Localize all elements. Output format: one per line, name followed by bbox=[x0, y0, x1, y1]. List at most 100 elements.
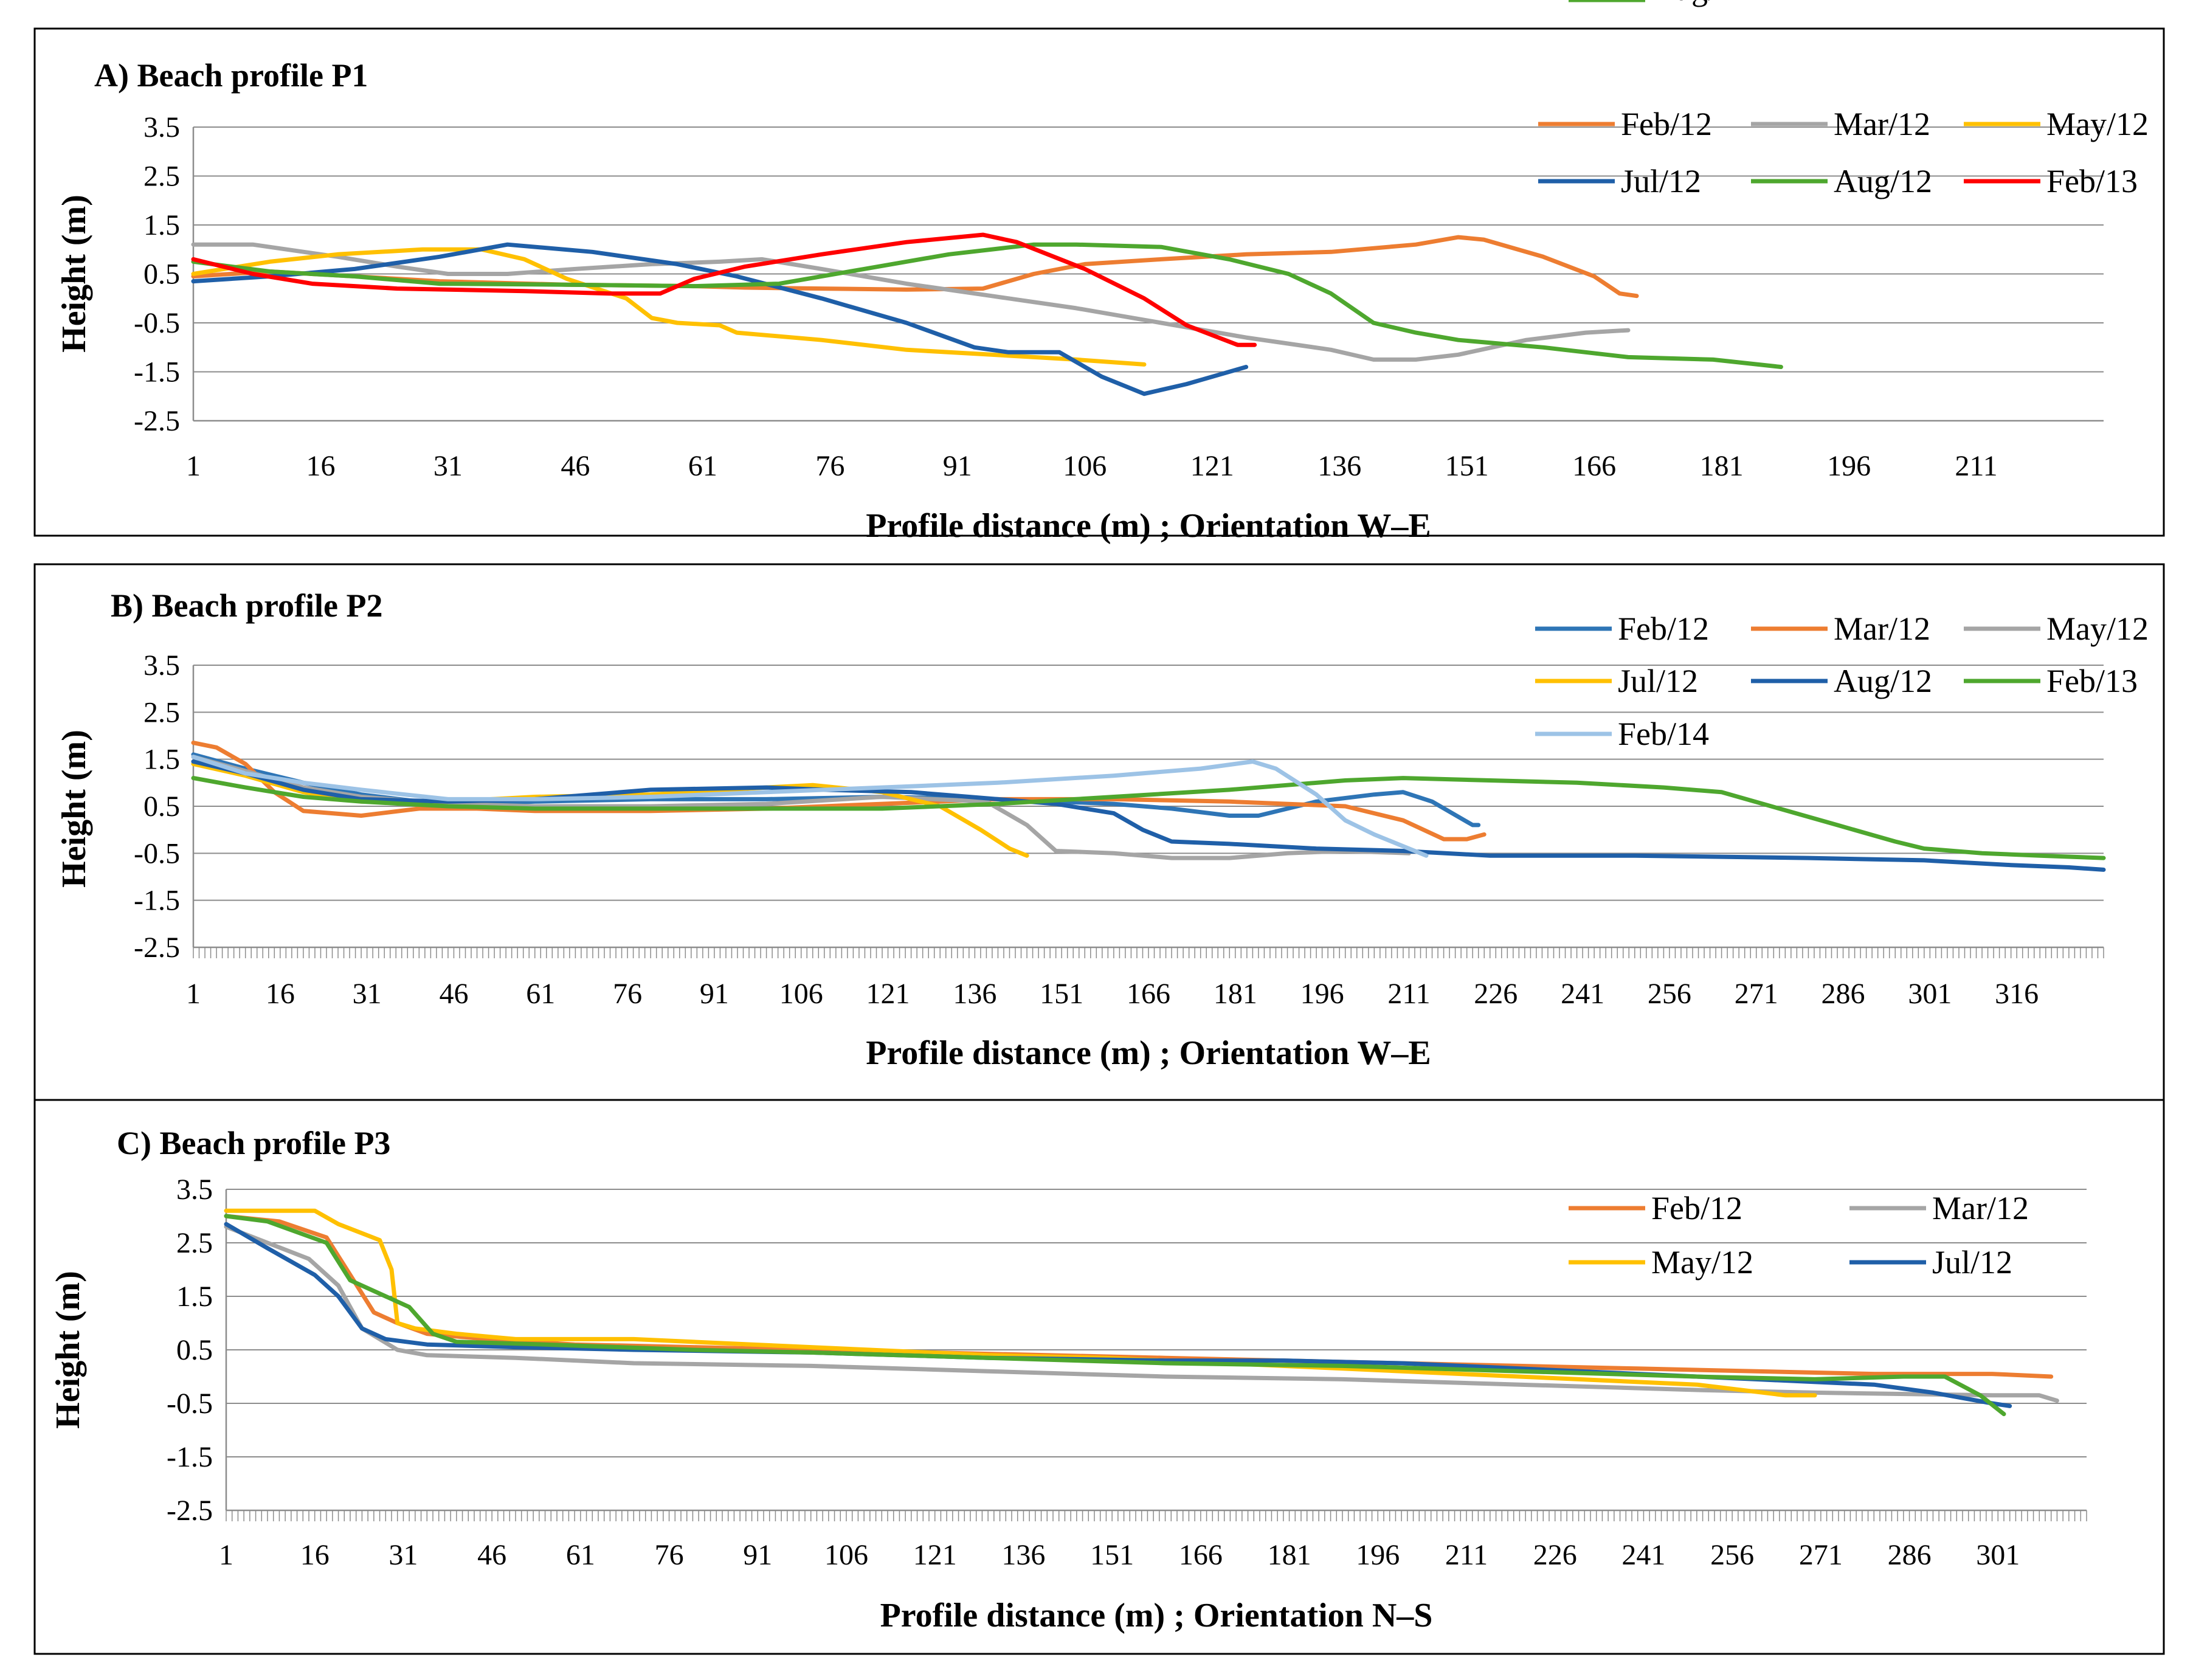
panel-border bbox=[33, 27, 2165, 537]
x-tick-label: 46 bbox=[477, 1539, 506, 1571]
y-tick-label: 0.5 bbox=[143, 258, 180, 291]
legend-label: May/12 bbox=[1651, 1244, 1753, 1281]
y-tick-label: -2.5 bbox=[167, 1495, 213, 1527]
y-tick-label: 3.5 bbox=[176, 1174, 213, 1206]
series-line-jul-12 bbox=[191, 761, 1029, 858]
x-tick-label: 301 bbox=[1908, 978, 1952, 1010]
x-tick-label: 256 bbox=[1648, 978, 1691, 1010]
x-tick-label: 196 bbox=[1300, 978, 1344, 1010]
x-tick-label: 91 bbox=[700, 978, 729, 1010]
legend-label: Aug/12 bbox=[1834, 663, 1932, 699]
legend-label: Aug/12 bbox=[1834, 163, 1932, 199]
y-tick-label: -0.5 bbox=[134, 837, 180, 869]
x-tick-label: 121 bbox=[1190, 450, 1234, 482]
y-tick-label: 2.5 bbox=[143, 161, 180, 193]
series-line-feb-13 bbox=[191, 776, 2106, 860]
legend-label: May/12 bbox=[2046, 610, 2149, 647]
series-line-mar-12 bbox=[224, 1225, 2059, 1403]
x-tick-label: 271 bbox=[1799, 1539, 1843, 1571]
panel-border bbox=[33, 1099, 2165, 1655]
x-axis-label: Profile distance (m) ; Orientation N–S bbox=[880, 1597, 1433, 1634]
legend-label: Jul/12 bbox=[1932, 1244, 2012, 1281]
x-tick-label: 106 bbox=[779, 978, 823, 1010]
y-tick-label: 2.5 bbox=[143, 696, 180, 728]
x-tick-label: 76 bbox=[655, 1539, 684, 1571]
series-line-aug-12 bbox=[224, 1214, 2006, 1417]
x-tick-label: 271 bbox=[1735, 978, 1778, 1010]
legend-label: Feb/13 bbox=[2046, 163, 2138, 199]
x-tick-label: 76 bbox=[613, 978, 642, 1010]
x-tick-label: 286 bbox=[1888, 1539, 1932, 1571]
x-tick-label: 211 bbox=[1387, 978, 1430, 1010]
x-tick-label: 31 bbox=[353, 978, 382, 1010]
y-tick-label: 1.5 bbox=[176, 1281, 213, 1313]
legend-label: Feb/13 bbox=[2046, 663, 2138, 699]
y-tick-label: -0.5 bbox=[167, 1388, 213, 1420]
x-tick-label: 61 bbox=[526, 978, 555, 1010]
chart-title: C) Beach profile P3 bbox=[117, 1125, 390, 1161]
y-tick-label: -1.5 bbox=[134, 356, 180, 389]
x-tick-label: 136 bbox=[953, 978, 996, 1010]
x-tick-label: 151 bbox=[1040, 978, 1083, 1010]
x-tick-label: 181 bbox=[1700, 450, 1744, 482]
x-tick-label: 241 bbox=[1621, 1539, 1665, 1571]
y-tick-label: 0.5 bbox=[176, 1334, 213, 1366]
x-tick-label: 121 bbox=[866, 978, 910, 1010]
x-tick-label: 91 bbox=[943, 450, 972, 482]
x-tick-label: 61 bbox=[688, 450, 717, 482]
x-tick-label: 106 bbox=[1063, 450, 1107, 482]
x-tick-label: 301 bbox=[1976, 1539, 2020, 1571]
x-axis-label: Profile distance (m) ; Orientation W–E bbox=[866, 507, 1431, 545]
legend-label: Mar/12 bbox=[1834, 610, 1930, 647]
x-tick-label: 76 bbox=[815, 450, 844, 482]
x-tick-label: 241 bbox=[1561, 978, 1604, 1010]
legend-label: Feb/12 bbox=[1618, 610, 1709, 647]
series-line-jul-12 bbox=[191, 242, 1249, 396]
x-tick-label: 181 bbox=[1268, 1539, 1311, 1571]
legend-label: Mar/12 bbox=[1834, 106, 1930, 142]
y-axis-label: Height (m) bbox=[49, 1271, 87, 1429]
legend-label: Feb/12 bbox=[1651, 1190, 1742, 1226]
y-tick-label: -1.5 bbox=[167, 1441, 213, 1473]
x-tick-label: 316 bbox=[1995, 978, 2039, 1010]
y-tick-label: 2.5 bbox=[176, 1227, 213, 1259]
series-line-mar-12 bbox=[191, 242, 1631, 362]
legend-label: Aug/12 bbox=[1651, 0, 1750, 7]
chart-title: B) Beach profile P2 bbox=[111, 587, 382, 624]
legend: Feb/12 Mar/12 May/12 Jul/12 Aug/12 Feb/13 Feb/… bbox=[1535, 610, 2149, 752]
legend-label: Jul/12 bbox=[1618, 663, 1698, 699]
x-tick-label: 31 bbox=[388, 1539, 418, 1571]
x-tick-label: 61 bbox=[566, 1539, 595, 1571]
legend-label: Feb/14 bbox=[1618, 716, 1709, 752]
series-line-feb-13 bbox=[191, 232, 1257, 347]
x-tick-label: 151 bbox=[1090, 1539, 1134, 1571]
x-tick-label: 46 bbox=[561, 450, 590, 482]
x-tick-label: 121 bbox=[913, 1539, 957, 1571]
x-tick-label: 166 bbox=[1179, 1539, 1223, 1571]
x-tick-label: 16 bbox=[300, 1539, 330, 1571]
y-tick-label: 1.5 bbox=[143, 744, 180, 776]
x-tick-label: 256 bbox=[1710, 1539, 1754, 1571]
chart-panel-2: B) Beach profile P2 Height (m) Profile dis… bbox=[33, 563, 2165, 1101]
legend-label: May/12 bbox=[2046, 106, 2149, 142]
x-tick-label: 1 bbox=[186, 978, 201, 1010]
legend-label: Jul/12 bbox=[1621, 163, 1701, 199]
x-tick-label: 226 bbox=[1474, 978, 1518, 1010]
y-tick-label: -0.5 bbox=[134, 307, 180, 339]
legend: Feb/12 Mar/12 May/12 Jul/12 Aug/12 Feb/13 bbox=[1538, 106, 2149, 199]
chart-panel-3: C) Beach profile P3 Height (m) Profile dis… bbox=[33, 0, 2165, 1655]
legend-label: Mar/12 bbox=[1932, 1190, 2029, 1226]
x-tick-label: 16 bbox=[306, 450, 335, 482]
y-tick-label: -2.5 bbox=[134, 932, 180, 964]
series-line-aug-12 bbox=[191, 242, 1783, 369]
x-tick-label: 16 bbox=[266, 978, 295, 1010]
x-tick-label: 46 bbox=[439, 978, 468, 1010]
x-tick-label: 106 bbox=[824, 1539, 868, 1571]
x-tick-label: 166 bbox=[1127, 978, 1170, 1010]
y-axis-label: Height (m) bbox=[55, 730, 93, 888]
legend-label: Feb/12 bbox=[1621, 106, 1712, 142]
x-tick-label: 196 bbox=[1356, 1539, 1400, 1571]
series-line-may-12 bbox=[191, 755, 1411, 860]
x-tick-label: 1 bbox=[186, 450, 201, 482]
series-line-may-12 bbox=[224, 1208, 1817, 1398]
